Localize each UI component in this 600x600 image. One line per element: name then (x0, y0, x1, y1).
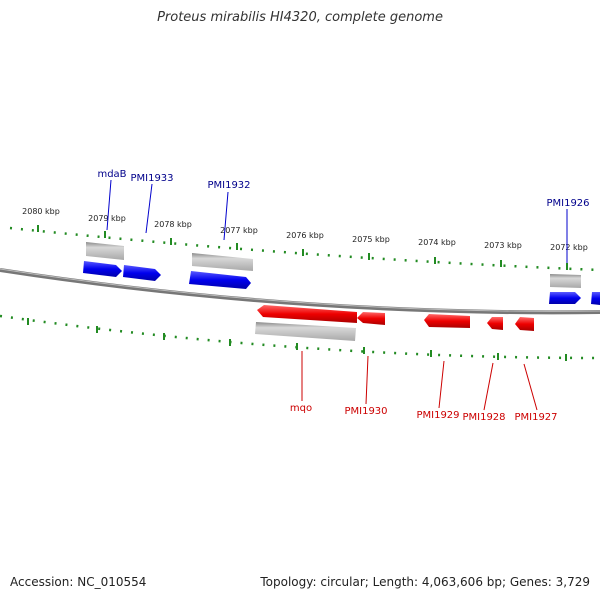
gene-partial-arrow (591, 292, 600, 305)
tick-label: 2075 kbp (352, 235, 390, 244)
gene-pmi1932-arrow (189, 271, 251, 289)
gene-pmi1928-arrow (487, 317, 503, 330)
tick-label: 2072 kbp (550, 243, 588, 252)
reverse-leaders (301, 351, 538, 411)
forward-leaders (106, 179, 568, 263)
genome-backbone (0, 268, 600, 315)
accession-text: Accession: NC_010554 (10, 575, 147, 589)
tick-label: 2079 kbp (88, 214, 126, 223)
tick-label: 2074 kbp (418, 238, 456, 247)
gene-pmi1926-arrow (549, 292, 581, 304)
forward-grey-features (86, 242, 581, 288)
gene-pmi1930-arrow (357, 312, 385, 325)
gene-label-mqo: mqo (290, 403, 312, 414)
genome-backbone-highlight (0, 268, 600, 312)
gene-pmi1929-arrow (424, 314, 470, 328)
forward-genes (83, 261, 600, 305)
tick-label: 2076 kbp (286, 231, 324, 240)
gene-mdab-arrow (83, 261, 122, 277)
diagram-title: Proteus mirabilis HI4320, complete genom… (157, 10, 443, 25)
gene-label-pmi1933: PMI1933 (130, 173, 173, 184)
gene-label-pmi1930: PMI1930 (344, 406, 387, 417)
gene-pmi1933-arrow (123, 265, 161, 281)
inner-major-ticks (27, 318, 567, 361)
tick-label: 2078 kbp (154, 220, 192, 229)
tick-label: 2077 kbp (220, 226, 258, 235)
gene-label-mdab: mdaB (97, 169, 126, 180)
tick-label: 2073 kbp (484, 241, 522, 250)
reverse-genes (257, 305, 534, 331)
gene-label-pmi1929: PMI1929 (416, 410, 459, 421)
tick-label: 2080 kbp (22, 207, 60, 216)
topology-text: Topology: circular; Length: 4,063,606 bp… (260, 575, 590, 589)
gene-label-pmi1932: PMI1932 (207, 180, 250, 191)
gene-pmi1927-arrow (515, 317, 534, 331)
gene-label-pmi1928: PMI1928 (462, 412, 505, 423)
gene-label-pmi1926: PMI1926 (546, 198, 589, 209)
gene-mqo-arrow (257, 305, 357, 323)
outer-major-ticks (37, 225, 568, 270)
gene-label-pmi1927: PMI1927 (514, 412, 557, 423)
reverse-grey-feature (255, 322, 356, 341)
inner-tick-track (0, 314, 600, 360)
outer-tick-track (9, 226, 600, 272)
